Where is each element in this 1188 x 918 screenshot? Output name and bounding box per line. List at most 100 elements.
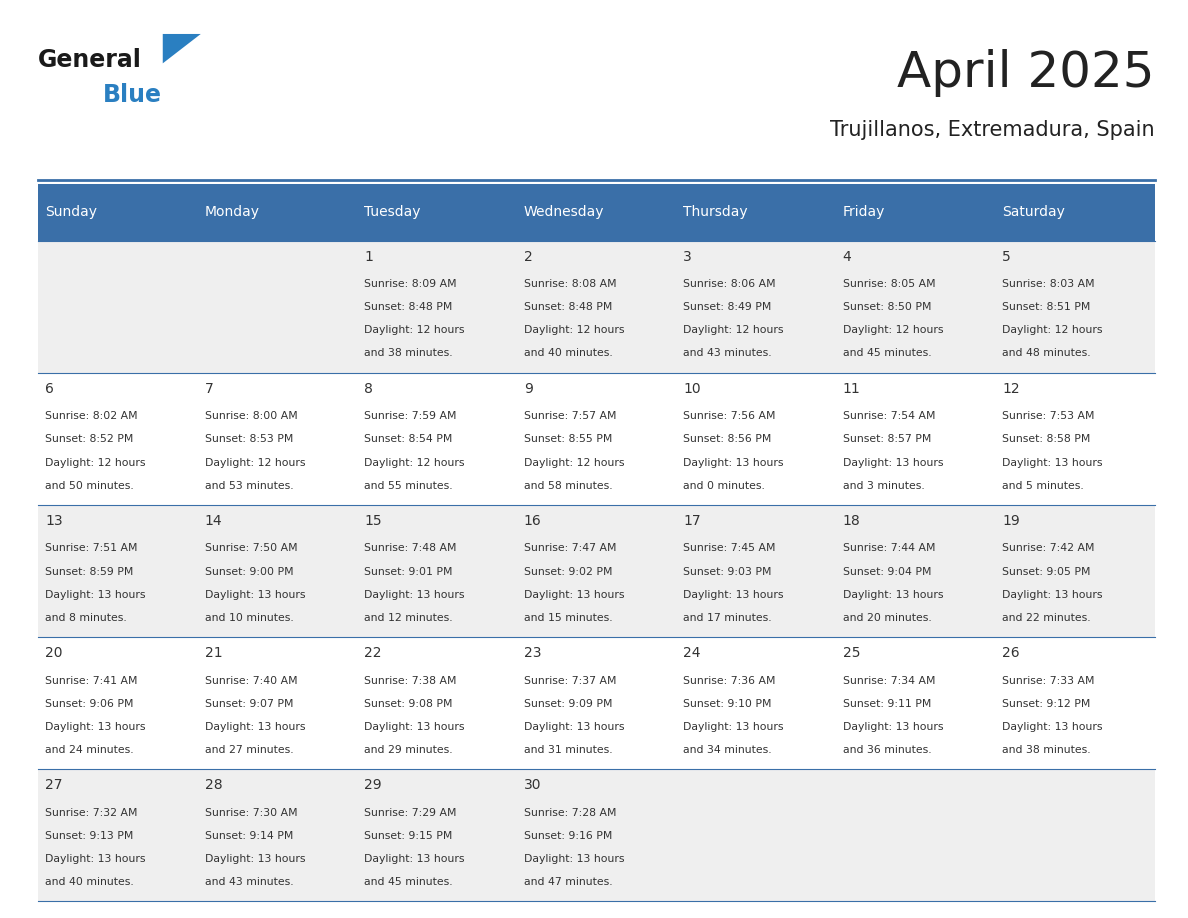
- Text: Sunrise: 7:41 AM: Sunrise: 7:41 AM: [45, 676, 138, 686]
- Text: and 48 minutes.: and 48 minutes.: [1003, 349, 1091, 358]
- Text: and 10 minutes.: and 10 minutes.: [204, 613, 293, 622]
- Text: 22: 22: [365, 646, 381, 660]
- Text: 26: 26: [1003, 646, 1020, 660]
- Text: 15: 15: [365, 514, 381, 528]
- Text: Daylight: 13 hours: Daylight: 13 hours: [524, 589, 624, 599]
- Text: Sunrise: 7:40 AM: Sunrise: 7:40 AM: [204, 676, 297, 686]
- Bar: [38, 769, 1155, 901]
- Text: Daylight: 13 hours: Daylight: 13 hours: [365, 589, 465, 599]
- Text: Sunset: 9:06 PM: Sunset: 9:06 PM: [45, 699, 133, 709]
- Text: Trujillanos, Extremadura, Spain: Trujillanos, Extremadura, Spain: [830, 120, 1155, 140]
- Text: 30: 30: [524, 778, 542, 792]
- Text: Daylight: 12 hours: Daylight: 12 hours: [524, 325, 624, 335]
- Text: Sunset: 8:56 PM: Sunset: 8:56 PM: [683, 434, 772, 444]
- Text: Daylight: 13 hours: Daylight: 13 hours: [45, 854, 146, 864]
- Bar: [38, 373, 1155, 505]
- Text: 24: 24: [683, 646, 701, 660]
- Text: Sunset: 8:48 PM: Sunset: 8:48 PM: [365, 302, 453, 312]
- Text: Sunrise: 7:50 AM: Sunrise: 7:50 AM: [204, 543, 297, 554]
- Text: 16: 16: [524, 514, 542, 528]
- Text: Daylight: 13 hours: Daylight: 13 hours: [1003, 589, 1102, 599]
- Text: and 34 minutes.: and 34 minutes.: [683, 745, 772, 755]
- Text: Sunrise: 8:06 AM: Sunrise: 8:06 AM: [683, 279, 776, 289]
- Text: Daylight: 13 hours: Daylight: 13 hours: [365, 854, 465, 864]
- Text: Sunrise: 7:48 AM: Sunrise: 7:48 AM: [365, 543, 456, 554]
- Text: and 45 minutes.: and 45 minutes.: [365, 878, 453, 887]
- Text: 2: 2: [524, 250, 532, 263]
- Text: Sunset: 9:10 PM: Sunset: 9:10 PM: [683, 699, 772, 709]
- Text: Daylight: 13 hours: Daylight: 13 hours: [45, 589, 146, 599]
- Text: Sunrise: 7:34 AM: Sunrise: 7:34 AM: [842, 676, 935, 686]
- Text: Sunset: 9:01 PM: Sunset: 9:01 PM: [365, 566, 453, 577]
- Text: Daylight: 13 hours: Daylight: 13 hours: [365, 722, 465, 732]
- Text: Daylight: 12 hours: Daylight: 12 hours: [365, 457, 465, 467]
- Text: Sunrise: 7:33 AM: Sunrise: 7:33 AM: [1003, 676, 1095, 686]
- Text: 11: 11: [842, 382, 860, 396]
- Text: Daylight: 13 hours: Daylight: 13 hours: [524, 722, 624, 732]
- Text: 5: 5: [1003, 250, 1011, 263]
- Text: Sunset: 8:57 PM: Sunset: 8:57 PM: [842, 434, 931, 444]
- Text: 18: 18: [842, 514, 860, 528]
- Text: Sunday: Sunday: [45, 205, 97, 219]
- Text: Daylight: 12 hours: Daylight: 12 hours: [842, 325, 943, 335]
- Text: and 38 minutes.: and 38 minutes.: [365, 349, 453, 358]
- Text: Daylight: 13 hours: Daylight: 13 hours: [842, 589, 943, 599]
- Text: Blue: Blue: [103, 83, 163, 106]
- Bar: [38, 637, 1155, 769]
- Text: Sunrise: 7:59 AM: Sunrise: 7:59 AM: [365, 411, 456, 421]
- Text: 23: 23: [524, 646, 542, 660]
- Text: Daylight: 13 hours: Daylight: 13 hours: [683, 722, 784, 732]
- Text: and 3 minutes.: and 3 minutes.: [842, 481, 924, 490]
- Text: Sunset: 8:55 PM: Sunset: 8:55 PM: [524, 434, 612, 444]
- Text: Daylight: 13 hours: Daylight: 13 hours: [842, 457, 943, 467]
- Text: Sunrise: 8:05 AM: Sunrise: 8:05 AM: [842, 279, 935, 289]
- Bar: [517, 184, 676, 241]
- Text: Sunrise: 7:44 AM: Sunrise: 7:44 AM: [842, 543, 935, 554]
- Text: Daylight: 13 hours: Daylight: 13 hours: [204, 589, 305, 599]
- Polygon shape: [163, 34, 201, 63]
- Text: Sunrise: 7:54 AM: Sunrise: 7:54 AM: [842, 411, 935, 421]
- Text: Daylight: 13 hours: Daylight: 13 hours: [524, 854, 624, 864]
- Text: Sunset: 8:59 PM: Sunset: 8:59 PM: [45, 566, 133, 577]
- Bar: [38, 241, 1155, 373]
- Text: Daylight: 12 hours: Daylight: 12 hours: [683, 325, 784, 335]
- Text: Sunset: 9:04 PM: Sunset: 9:04 PM: [842, 566, 931, 577]
- Text: Sunrise: 8:08 AM: Sunrise: 8:08 AM: [524, 279, 617, 289]
- Text: Sunset: 9:16 PM: Sunset: 9:16 PM: [524, 831, 612, 841]
- Text: Daylight: 12 hours: Daylight: 12 hours: [365, 325, 465, 335]
- Text: April 2025: April 2025: [897, 50, 1155, 97]
- Text: and 27 minutes.: and 27 minutes.: [204, 745, 293, 755]
- Text: 6: 6: [45, 382, 53, 396]
- Text: and 22 minutes.: and 22 minutes.: [1003, 613, 1091, 622]
- Text: Sunrise: 8:03 AM: Sunrise: 8:03 AM: [1003, 279, 1095, 289]
- Text: Sunset: 9:13 PM: Sunset: 9:13 PM: [45, 831, 133, 841]
- Text: Daylight: 12 hours: Daylight: 12 hours: [204, 457, 305, 467]
- Text: and 40 minutes.: and 40 minutes.: [45, 878, 134, 887]
- Text: Sunset: 9:12 PM: Sunset: 9:12 PM: [1003, 699, 1091, 709]
- Text: and 17 minutes.: and 17 minutes.: [683, 613, 772, 622]
- Text: Sunrise: 8:00 AM: Sunrise: 8:00 AM: [204, 411, 297, 421]
- Text: Sunset: 9:14 PM: Sunset: 9:14 PM: [204, 831, 293, 841]
- Text: Sunrise: 8:09 AM: Sunrise: 8:09 AM: [365, 279, 457, 289]
- Text: Sunset: 9:08 PM: Sunset: 9:08 PM: [365, 699, 453, 709]
- Text: Daylight: 12 hours: Daylight: 12 hours: [45, 457, 146, 467]
- Bar: [358, 184, 517, 241]
- Bar: [38, 505, 1155, 637]
- Text: Sunrise: 7:29 AM: Sunrise: 7:29 AM: [365, 808, 456, 818]
- Bar: [676, 184, 835, 241]
- Text: and 36 minutes.: and 36 minutes.: [842, 745, 931, 755]
- Text: 17: 17: [683, 514, 701, 528]
- Bar: [996, 184, 1155, 241]
- Text: and 40 minutes.: and 40 minutes.: [524, 349, 613, 358]
- Text: and 5 minutes.: and 5 minutes.: [1003, 481, 1085, 490]
- Text: Sunrise: 7:38 AM: Sunrise: 7:38 AM: [365, 676, 456, 686]
- Text: Sunrise: 7:42 AM: Sunrise: 7:42 AM: [1003, 543, 1095, 554]
- Text: Daylight: 13 hours: Daylight: 13 hours: [45, 722, 146, 732]
- Text: 13: 13: [45, 514, 63, 528]
- Text: Daylight: 13 hours: Daylight: 13 hours: [1003, 457, 1102, 467]
- Bar: [197, 184, 358, 241]
- Text: Sunrise: 7:56 AM: Sunrise: 7:56 AM: [683, 411, 776, 421]
- Bar: [835, 184, 996, 241]
- Text: and 58 minutes.: and 58 minutes.: [524, 481, 612, 490]
- Text: and 29 minutes.: and 29 minutes.: [365, 745, 453, 755]
